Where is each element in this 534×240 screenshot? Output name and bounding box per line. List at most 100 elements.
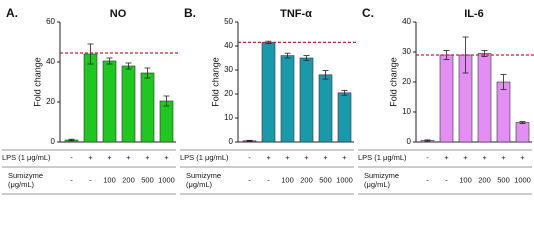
bar: [318, 74, 333, 143]
condition-value: +: [88, 153, 93, 162]
error-bar: [500, 74, 507, 90]
y-tick-label: 0: [229, 137, 234, 146]
condition-value: 200: [478, 175, 491, 184]
error-bar: [303, 55, 310, 61]
error-bar: [246, 139, 253, 142]
panel: B. TNF-α Fold change 0 10 20 30 40 50 LPS (1 μg/m…: [180, 6, 356, 195]
y-tick-label: 50: [224, 17, 233, 26]
y-tick-label: 30: [402, 47, 411, 56]
error-bar: [481, 50, 488, 57]
bar: [140, 72, 155, 143]
condition-name: (μg/mL): [186, 180, 212, 189]
error-bar: [284, 52, 291, 59]
bar: [299, 57, 314, 143]
bar: [121, 65, 136, 143]
condition-value: -: [445, 175, 448, 184]
bar: [337, 92, 352, 143]
condition-value: -: [248, 175, 251, 184]
y-tick-label: 40: [224, 41, 233, 50]
condition-name: LPS (1 μg/mL): [2, 153, 51, 162]
error-bar: [106, 57, 113, 65]
y-tick-label: 10: [224, 113, 233, 122]
condition-value: -: [248, 153, 251, 162]
condition-name: (μg/mL): [364, 180, 390, 189]
panel: A. NO Fold change 0 20 40 60 LPS (1 μg/mL) - + + + +…: [2, 6, 178, 195]
condition-name: (μg/mL): [8, 180, 34, 189]
condition-value: 200: [122, 175, 135, 184]
condition-value: +: [501, 153, 506, 162]
chart-title: IL-6: [464, 8, 484, 20]
condition-value: +: [342, 153, 347, 162]
y-axis-label: Fold change: [388, 57, 398, 107]
y-tick-label: 40: [46, 57, 55, 66]
error-bar: [125, 62, 132, 70]
condition-value: +: [323, 153, 328, 162]
panel-label: B.: [184, 6, 196, 20]
condition-value: 100: [103, 175, 116, 184]
condition-value: 500: [319, 175, 332, 184]
bar: [280, 55, 295, 143]
condition-value: +: [520, 153, 525, 162]
condition-value: +: [482, 153, 487, 162]
condition-name: Sumizyme: [364, 171, 399, 180]
figure: A. NO Fold change 0 20 40 60 LPS (1 μg/mL) - + + + +…: [2, 6, 534, 195]
condition-value: 100: [459, 175, 472, 184]
error-bar: [144, 67, 151, 79]
panel: C. IL-6 Fold change 0 10 20 30 40 LPS (1 μg/mL) -…: [358, 6, 534, 195]
condition-value: -: [89, 175, 92, 184]
condition-value: 1000: [336, 175, 353, 184]
condition-name: Sumizyme: [8, 171, 43, 180]
condition-value: 500: [497, 175, 510, 184]
bar: [439, 54, 454, 143]
condition-value: +: [304, 153, 309, 162]
y-tick-label: 20: [46, 97, 55, 106]
condition-value: -: [426, 153, 429, 162]
condition-value: +: [463, 153, 468, 162]
condition-value: +: [164, 153, 169, 162]
error-bar: [519, 121, 526, 124]
chart-title: NO: [110, 8, 127, 20]
y-tick-label: 60: [46, 17, 55, 26]
y-tick-label: 40: [402, 17, 411, 26]
chart-title: TNF-α: [280, 8, 312, 20]
condition-value: -: [70, 153, 73, 162]
error-bar: [87, 43, 94, 65]
panel-label: A.: [6, 6, 18, 20]
error-bar: [163, 95, 170, 107]
y-tick-label: 0: [51, 137, 56, 146]
y-tick-label: 20: [402, 77, 411, 86]
y-tick-label: 0: [407, 137, 412, 146]
condition-name: LPS (1 μg/mL): [358, 153, 407, 162]
y-tick-label: 30: [224, 65, 233, 74]
bar: [515, 122, 530, 143]
condition-value: 100: [281, 175, 294, 184]
condition-value: -: [426, 175, 429, 184]
error-bar: [341, 90, 348, 96]
bar: [159, 100, 174, 143]
bar: [102, 60, 117, 143]
condition-value: 1000: [514, 175, 531, 184]
error-bar: [322, 70, 329, 80]
bar: [261, 42, 276, 143]
condition-value: +: [107, 153, 112, 162]
condition-value: 1000: [158, 175, 175, 184]
condition-name: Sumizyme: [186, 171, 221, 180]
error-bar: [462, 36, 469, 74]
bar: [496, 81, 511, 143]
condition-value: +: [285, 153, 290, 162]
y-tick-label: 20: [224, 89, 233, 98]
panel-label: C.: [362, 6, 374, 20]
condition-value: 500: [141, 175, 154, 184]
condition-name: LPS (1 μg/mL): [180, 153, 229, 162]
condition-value: -: [70, 175, 73, 184]
condition-value: +: [145, 153, 150, 162]
condition-value: -: [267, 175, 270, 184]
y-tick-label: 10: [402, 107, 411, 116]
error-bar: [424, 139, 431, 142]
condition-value: +: [266, 153, 271, 162]
error-bar: [68, 138, 75, 142]
bar: [83, 53, 98, 143]
y-axis-label: Fold change: [210, 57, 220, 107]
y-axis-label: Fold change: [32, 57, 42, 107]
condition-value: 200: [300, 175, 313, 184]
